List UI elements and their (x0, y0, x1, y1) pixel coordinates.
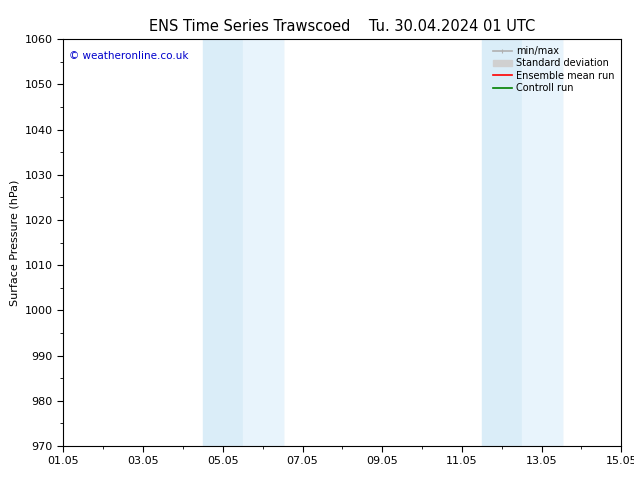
Bar (243, 39, 283, 446)
Text: © weatheronline.co.uk: © weatheronline.co.uk (69, 51, 188, 61)
Y-axis label: Surface Pressure (hPa): Surface Pressure (hPa) (10, 179, 19, 306)
Legend: min/max, Standard deviation, Ensemble mean run, Controll run: min/max, Standard deviation, Ensemble me… (491, 44, 616, 95)
Bar (482, 39, 562, 446)
Bar (203, 39, 283, 446)
Bar (522, 39, 562, 446)
Title: ENS Time Series Trawscoed    Tu. 30.04.2024 01 UTC: ENS Time Series Trawscoed Tu. 30.04.2024… (149, 19, 536, 34)
